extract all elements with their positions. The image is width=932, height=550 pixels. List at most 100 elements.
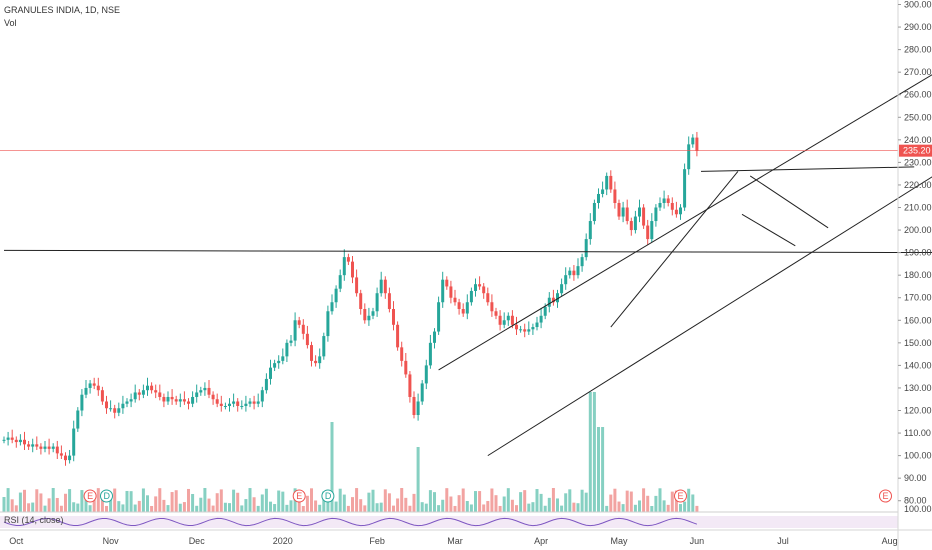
volume-bar bbox=[31, 502, 35, 512]
volume-bar bbox=[162, 499, 166, 512]
symbol-label[interactable]: GRANULES INDIA, 1D, NSE bbox=[4, 5, 121, 15]
trendline[interactable] bbox=[487, 162, 932, 457]
candle-body bbox=[457, 302, 461, 310]
volume-bar bbox=[14, 505, 18, 512]
volume-bar bbox=[322, 491, 326, 512]
candle-body bbox=[84, 387, 88, 395]
trendline[interactable] bbox=[610, 171, 739, 328]
volume-bar bbox=[539, 493, 543, 512]
volume-bar bbox=[396, 498, 400, 512]
volume-bar bbox=[670, 491, 674, 512]
trendline[interactable] bbox=[741, 213, 796, 247]
candle-body bbox=[601, 189, 605, 194]
trendline[interactable] bbox=[438, 61, 932, 371]
volume-bar bbox=[305, 495, 309, 512]
candle-body bbox=[129, 399, 133, 402]
time-axis[interactable]: Oct Nov Dec 2020 Feb Mar Apr May Jun Jul Aug bbox=[0, 529, 932, 546]
volume-bar bbox=[510, 499, 514, 512]
trendline[interactable] bbox=[749, 175, 829, 229]
candle-body bbox=[133, 392, 137, 400]
candle-body bbox=[650, 221, 654, 240]
volume-bar bbox=[605, 505, 609, 512]
dividend-marker[interactable] bbox=[321, 489, 335, 503]
candle-body bbox=[310, 345, 313, 361]
candle-body bbox=[162, 396, 166, 402]
volume-bar bbox=[334, 501, 338, 512]
volume-bar bbox=[178, 503, 182, 512]
candle-body bbox=[625, 207, 629, 222]
y-tick-label: 180.00 bbox=[904, 270, 932, 280]
volume-bar bbox=[543, 505, 547, 512]
volume-bar bbox=[338, 488, 342, 512]
volume-bar bbox=[695, 505, 699, 512]
trendline[interactable] bbox=[700, 166, 915, 172]
candle-body bbox=[76, 410, 80, 429]
candle-body bbox=[662, 198, 666, 203]
volume-bars bbox=[2, 392, 699, 512]
trendline[interactable] bbox=[3, 249, 932, 254]
volume-bar bbox=[191, 494, 195, 512]
volume-bar bbox=[342, 494, 346, 512]
candle-body bbox=[14, 439, 18, 443]
candle-body bbox=[80, 394, 84, 411]
volume-bar bbox=[236, 492, 240, 512]
volume-bar bbox=[658, 488, 662, 512]
volume-bar bbox=[219, 489, 223, 512]
volume-bar bbox=[556, 498, 559, 512]
volume-bar bbox=[80, 490, 84, 512]
earnings-marker[interactable] bbox=[83, 489, 97, 503]
volume-bar bbox=[35, 489, 39, 512]
y-tick-label: 190.00 bbox=[904, 248, 932, 258]
volume-bar bbox=[412, 493, 416, 512]
volume-bar bbox=[564, 493, 568, 512]
volume-bar bbox=[154, 496, 158, 512]
y-tick-label: 90.00 bbox=[904, 473, 927, 483]
candle-body bbox=[379, 279, 383, 294]
volume-bar bbox=[691, 494, 695, 512]
volume-bar bbox=[100, 496, 104, 512]
x-tick-label: Oct bbox=[9, 536, 24, 546]
candle-body bbox=[305, 333, 309, 346]
volume-bar bbox=[371, 489, 375, 512]
candle-body bbox=[146, 385, 149, 391]
candle-body bbox=[691, 137, 695, 145]
earnings-marker[interactable] bbox=[674, 489, 687, 503]
dividend-marker[interactable] bbox=[100, 489, 113, 503]
candle-body bbox=[605, 175, 609, 190]
earnings-marker-label: E bbox=[678, 491, 684, 501]
y-tick-label: 120.00 bbox=[904, 406, 932, 416]
candle-body bbox=[174, 399, 178, 402]
volume-bar bbox=[633, 504, 637, 512]
volume-label[interactable]: Vol bbox=[4, 18, 17, 28]
price-axis[interactable]: 80.00 90.00 100.00 110.00 120.00 130.00 140.00… bbox=[897, 0, 932, 550]
candle-body bbox=[539, 315, 543, 323]
candle-body bbox=[23, 439, 26, 445]
volume-bar bbox=[125, 490, 129, 512]
candle-body bbox=[556, 293, 559, 303]
volume-bar bbox=[654, 495, 658, 512]
volume-bar bbox=[597, 427, 600, 512]
candle-body bbox=[55, 446, 59, 454]
candle-body bbox=[252, 401, 256, 404]
volume-bar bbox=[301, 505, 305, 512]
volume-bar bbox=[174, 490, 178, 512]
candle-body bbox=[482, 286, 486, 294]
volume-bar bbox=[215, 493, 219, 512]
candle-body bbox=[515, 324, 518, 330]
x-tick-label: Jun bbox=[690, 536, 705, 546]
candle-body bbox=[342, 257, 346, 276]
volume-bar bbox=[72, 502, 76, 512]
candle-body bbox=[219, 403, 223, 406]
candle-body bbox=[187, 401, 190, 404]
earnings-marker[interactable] bbox=[879, 489, 892, 503]
volume-bar bbox=[10, 499, 14, 512]
event-markers[interactable]: E E E ED D bbox=[83, 489, 892, 503]
candle-body bbox=[289, 340, 293, 343]
trendlines[interactable] bbox=[3, 61, 932, 457]
candle-body bbox=[359, 293, 363, 310]
volume-bar bbox=[646, 495, 650, 512]
candle-body bbox=[158, 392, 162, 397]
earnings-marker[interactable] bbox=[292, 489, 306, 503]
volume-bar bbox=[609, 494, 613, 512]
